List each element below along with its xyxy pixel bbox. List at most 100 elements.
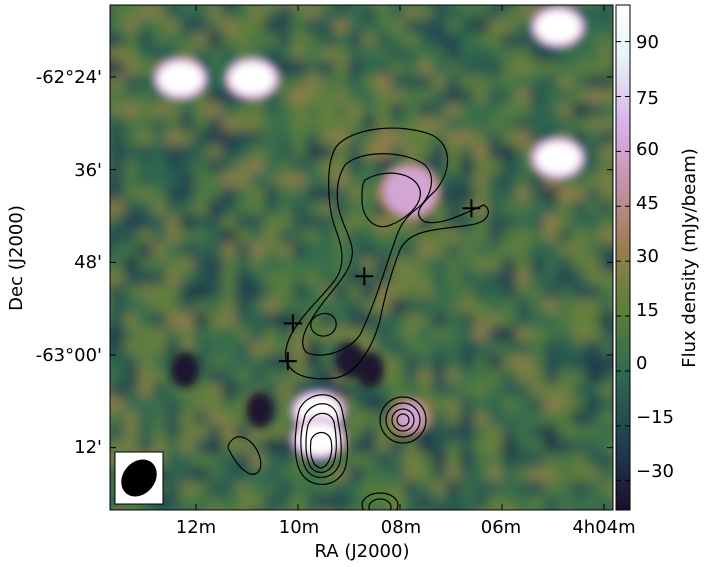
noise-cell [530, 439, 545, 454]
noise-cell [418, 313, 433, 328]
noise-cell [572, 299, 587, 314]
noise-cell [292, 341, 307, 356]
noise-cell [376, 439, 391, 454]
noise-cell [404, 5, 419, 20]
noise-cell [502, 243, 517, 258]
noise-cell [376, 467, 391, 482]
noise-cell [166, 481, 181, 496]
noise-cell [278, 215, 293, 230]
noise-cell [446, 103, 461, 118]
noise-cell [264, 495, 279, 510]
noise-cell [250, 481, 265, 496]
noise-cell [376, 47, 391, 62]
noise-cell [586, 327, 601, 342]
noise-cell [516, 439, 531, 454]
noise-cell [488, 61, 503, 76]
noise-cell [306, 47, 321, 62]
noise-cell [292, 145, 307, 160]
noise-cell [208, 271, 223, 286]
noise-cell [516, 243, 531, 258]
noise-cell [446, 453, 461, 468]
noise-cell [306, 285, 321, 300]
noise-cell [180, 201, 195, 216]
noise-cell [152, 411, 167, 426]
noise-cell [222, 5, 237, 20]
noise-cell [306, 229, 321, 244]
noise-cell [306, 271, 321, 286]
noise-cell [502, 229, 517, 244]
noise-cell [138, 117, 153, 132]
noise-cell [138, 75, 153, 90]
noise-cell [558, 187, 573, 202]
noise-cell [572, 397, 587, 412]
noise-cell [488, 453, 503, 468]
noise-cell [138, 355, 153, 370]
noise-cell [166, 33, 181, 48]
contour-outer [285, 127, 489, 380]
noise-cell [222, 33, 237, 48]
noise-cell [222, 285, 237, 300]
noise-cell [348, 5, 363, 20]
noise-cell [278, 159, 293, 174]
noise-cell [446, 117, 461, 132]
noise-cell [194, 271, 209, 286]
noise-cell [278, 89, 293, 104]
noise-cell [432, 453, 447, 468]
noise-cell [600, 117, 613, 132]
noise-cell [404, 33, 419, 48]
noise-cell [348, 481, 363, 496]
noise-cell [278, 5, 293, 20]
y-tick-label: 12' [74, 437, 102, 458]
noise-cell [558, 481, 573, 496]
noise-cell [600, 173, 613, 188]
y-tick-labels: -62°24' 36' 48' -63°00' 12' [36, 67, 102, 458]
noise-cell [586, 313, 601, 328]
noise-cell [292, 5, 307, 20]
noise-cell [236, 285, 251, 300]
noise-cell [124, 229, 139, 244]
noise-cell [110, 103, 125, 118]
noise-cell [320, 495, 335, 510]
noise-cell [586, 341, 601, 356]
noise-cell [166, 439, 181, 454]
noise-cell [446, 467, 461, 482]
noise-cell [166, 229, 181, 244]
noise-cell [558, 201, 573, 216]
noise-cell [474, 439, 489, 454]
noise-cell [334, 33, 349, 48]
noise-cell [586, 243, 601, 258]
noise-cell [110, 327, 111, 342]
noise-cell [138, 397, 153, 412]
noise-cell [180, 439, 195, 454]
noise-cell [306, 243, 321, 258]
noise-cell [306, 341, 321, 356]
noise-cell [418, 19, 433, 34]
noise-cell [488, 439, 503, 454]
noise-cell [474, 285, 489, 300]
noise-cell [530, 327, 545, 342]
noise-cell [446, 61, 461, 76]
noise-cell [208, 5, 223, 20]
noise-cell [250, 453, 265, 468]
noise-cell [264, 159, 279, 174]
noise-cell [516, 257, 531, 272]
noise-cell [502, 103, 517, 118]
noise-cell [390, 285, 405, 300]
noise-cell [474, 369, 489, 384]
noise-cell [152, 201, 167, 216]
noise-cell [544, 439, 559, 454]
noise-cell [404, 467, 419, 482]
noise-cell [432, 75, 447, 90]
noise-cell [558, 397, 573, 412]
noise-cell [110, 145, 111, 160]
noise-cell [362, 103, 377, 118]
noise-cell [180, 131, 195, 146]
noise-cell [166, 453, 181, 468]
noise-cell [488, 383, 503, 398]
noise-cell [460, 19, 475, 34]
noise-cell [404, 299, 419, 314]
noise-cell [488, 341, 503, 356]
noise-cell [474, 243, 489, 258]
noise-cell [516, 341, 531, 356]
noise-cell [460, 89, 475, 104]
